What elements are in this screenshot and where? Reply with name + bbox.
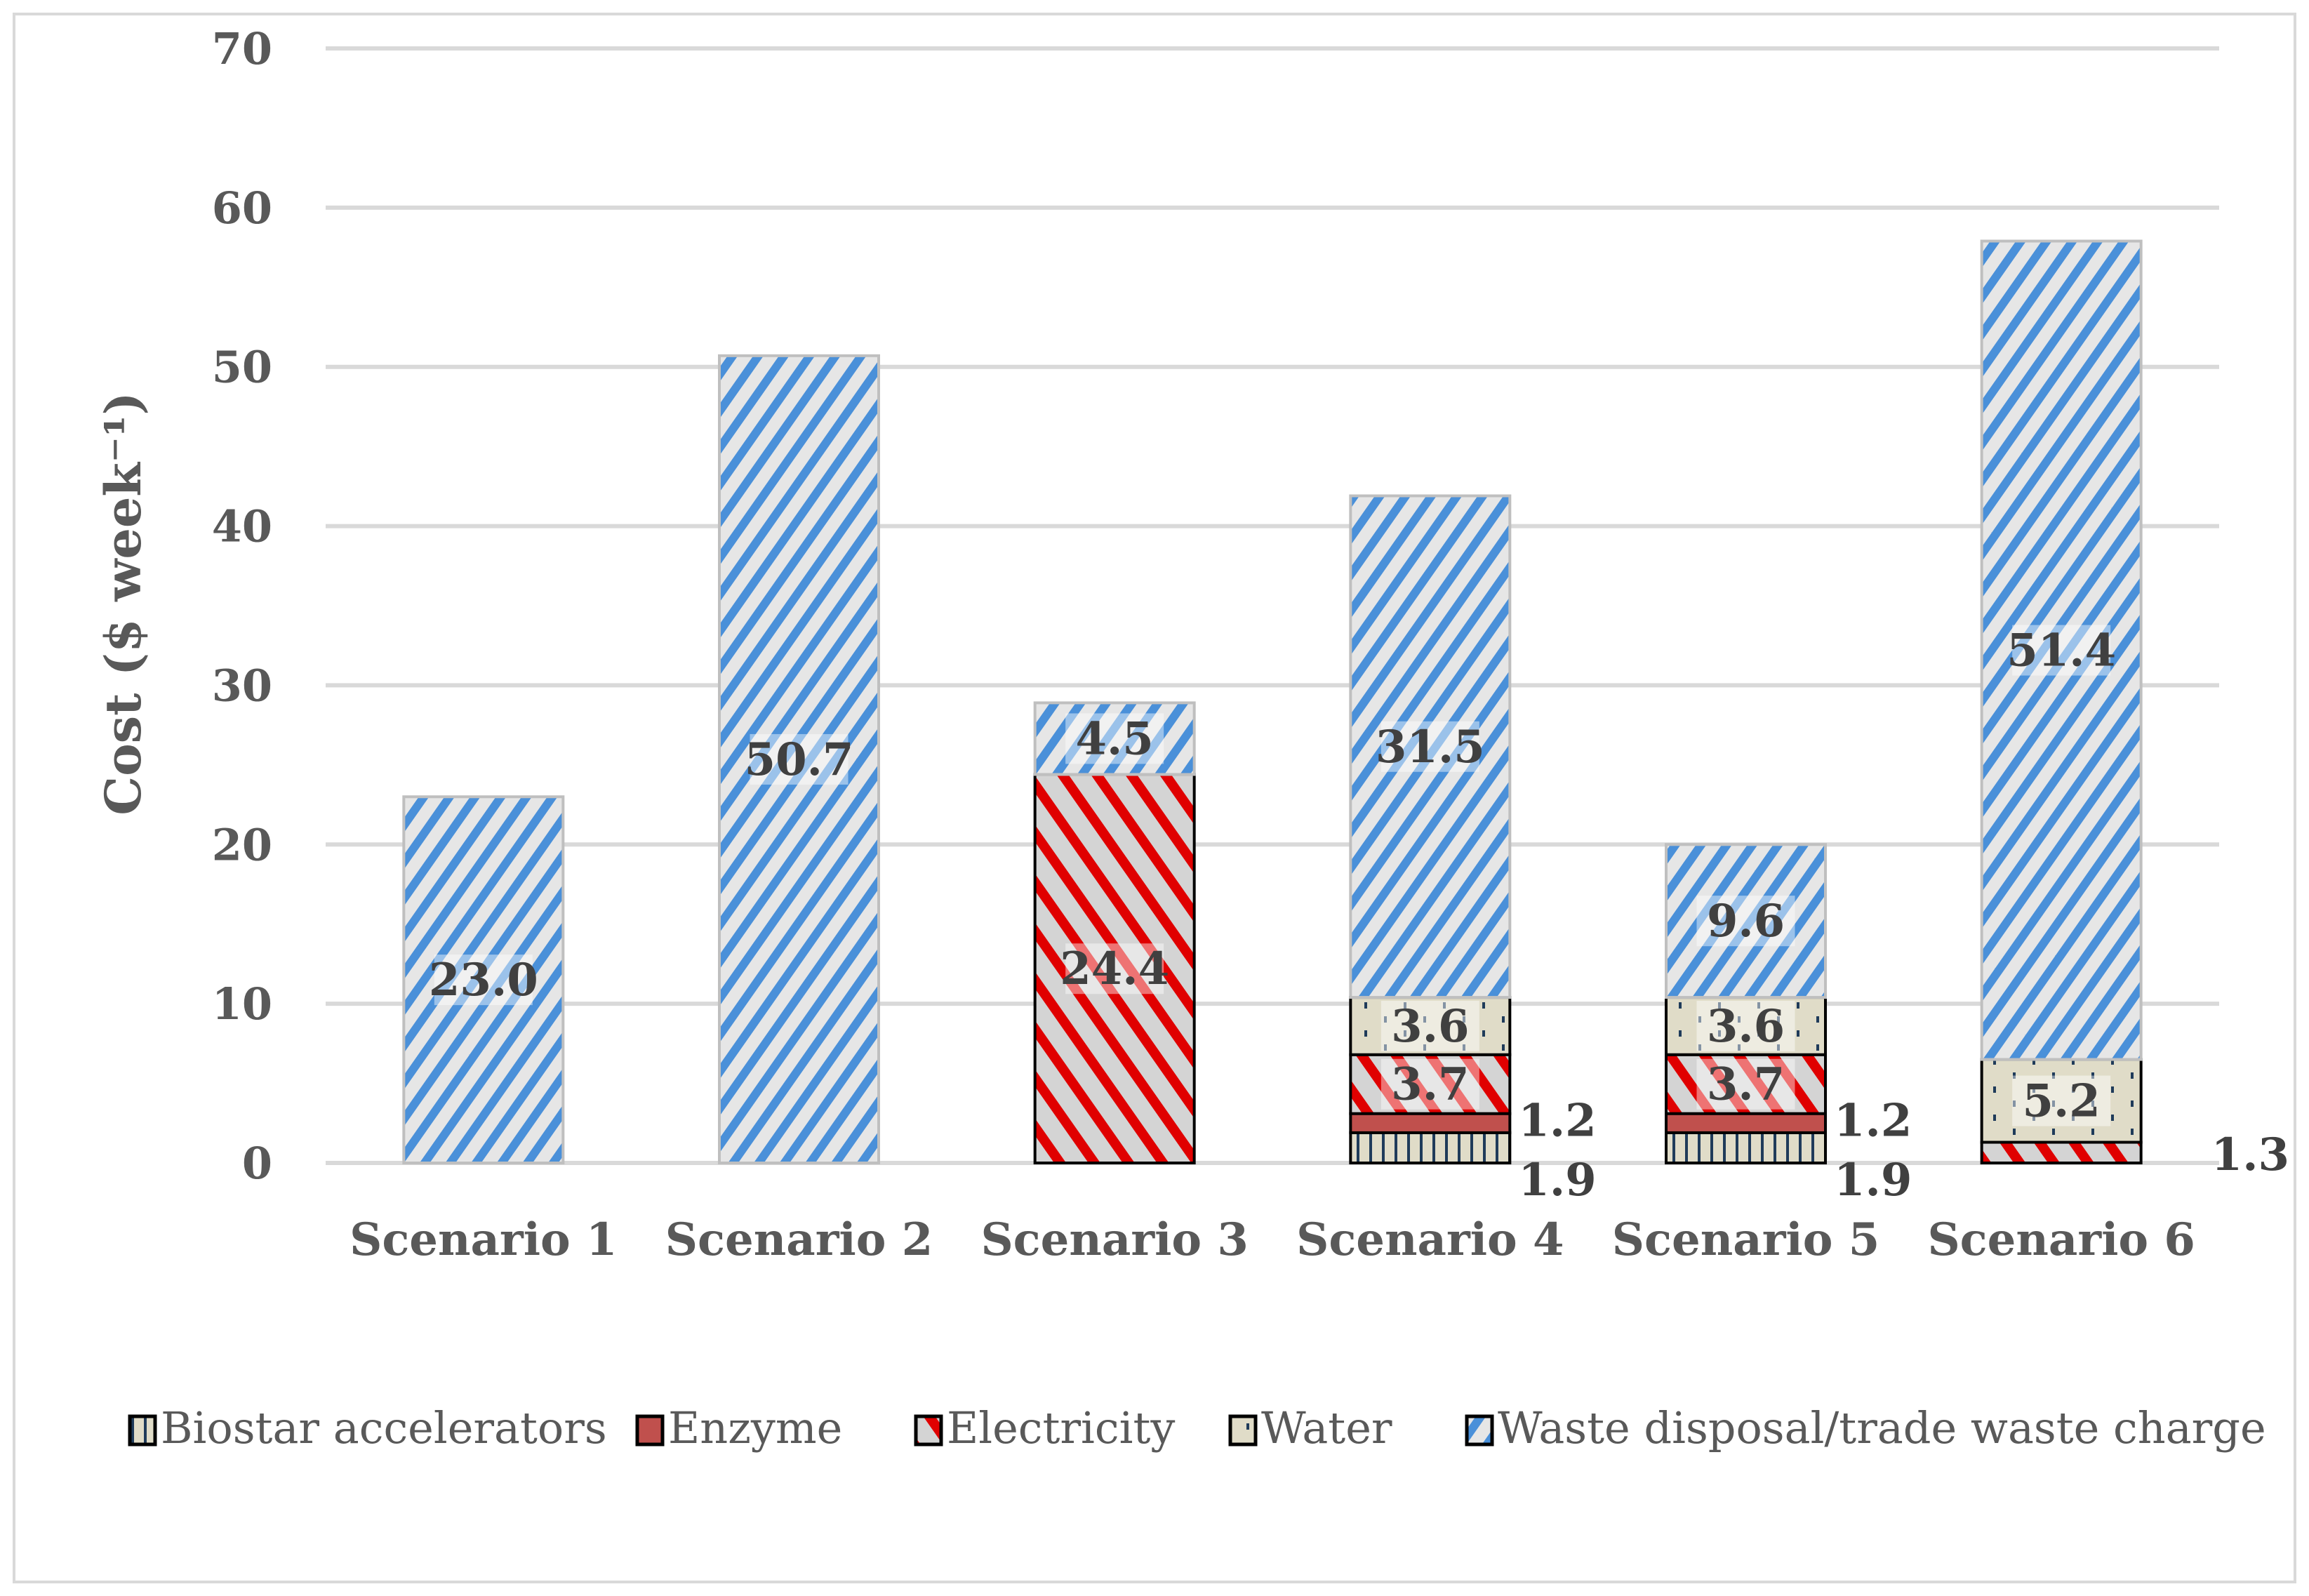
data-label: 1.9 <box>1518 1154 1596 1206</box>
data-label: 3.7 <box>1707 1058 1785 1111</box>
bar-segment <box>1349 1131 1512 1164</box>
data-label-background <box>2012 1075 2111 1126</box>
y-tick-label: 30 <box>212 660 272 711</box>
data-label-background <box>1696 1058 1795 1110</box>
data-label: 31.5 <box>1376 721 1485 773</box>
data-label: 9.6 <box>1707 895 1785 947</box>
data-label: 1.3 <box>2211 1129 2289 1181</box>
data-label: 3.6 <box>1707 1000 1785 1053</box>
data-label-background <box>1380 1058 1479 1110</box>
data-label: 50.7 <box>745 733 854 786</box>
legend: Biostar accelerators Enzyme Electricity Wat… <box>128 1402 2266 1454</box>
y-tick-label: 60 <box>212 182 272 234</box>
legend-swatch <box>128 1414 157 1447</box>
legend-swatch <box>635 1414 665 1447</box>
bar-segment <box>1033 773 1196 1165</box>
x-tick-label: Scenario 1 <box>350 1213 617 1266</box>
data-label: 1.2 <box>1834 1094 1912 1147</box>
data-label: 3.7 <box>1391 1058 1469 1111</box>
x-tick-label: Scenario 6 <box>1927 1213 2195 1266</box>
bar-segment <box>1665 843 1827 999</box>
x-tick-label: Scenario 5 <box>1612 1213 1879 1266</box>
bar-segment <box>718 354 880 1165</box>
legend-label: Biostar accelerators <box>161 1402 607 1454</box>
data-label-background <box>750 733 849 785</box>
bar-segment <box>1033 701 1196 776</box>
y-tick-label: 0 <box>242 1138 272 1189</box>
y-tick-label: 50 <box>212 342 272 393</box>
y-tick-label: 10 <box>212 978 272 1030</box>
data-label: 3.6 <box>1391 1000 1469 1053</box>
y-axis-title: Cost ($ week⁻¹) <box>94 392 152 815</box>
data-label-background <box>1380 721 1479 772</box>
legend-swatch <box>1465 1414 1494 1447</box>
legend-swatch <box>1228 1414 1258 1447</box>
data-label: 51.4 <box>2007 625 2116 677</box>
data-label-background <box>434 955 533 1006</box>
data-label-background <box>1696 1000 1795 1051</box>
y-tick-label: 70 <box>212 23 272 74</box>
legend-swatch <box>914 1414 943 1447</box>
data-label-background <box>1380 1000 1479 1051</box>
bar-segment <box>1980 239 2143 1061</box>
data-label-background <box>1696 896 1795 947</box>
x-tick-label: Scenario 3 <box>980 1213 1248 1266</box>
legend-label: Waste disposal/trade waste charge <box>1498 1402 2266 1454</box>
data-label: 23.0 <box>429 954 538 1006</box>
bar-segment <box>1665 1112 1827 1134</box>
x-tick-label: Scenario 2 <box>665 1213 933 1266</box>
bar-segment <box>1665 1131 1827 1164</box>
bar-segment <box>1980 1141 2143 1164</box>
data-label: 24.4 <box>1060 943 1169 995</box>
data-label-background <box>1065 943 1164 995</box>
data-label: 1.9 <box>1834 1154 1912 1206</box>
legend-label: Water <box>1261 1402 1392 1454</box>
bar-segment <box>1665 996 1827 1056</box>
bar-segment <box>1665 1053 1827 1115</box>
legend-label: Enzyme <box>668 1402 842 1454</box>
bar-segment <box>402 795 565 1164</box>
bar-segment <box>1349 1112 1512 1134</box>
data-label-background <box>1065 713 1164 764</box>
legend-label: Electricity <box>947 1402 1175 1454</box>
y-tick-label: 40 <box>212 501 272 552</box>
data-label-background <box>2012 625 2111 676</box>
bar-segment <box>1980 1058 2143 1144</box>
x-tick-label: Scenario 4 <box>1296 1213 1564 1266</box>
bar-segment <box>1349 494 1512 999</box>
data-label: 4.5 <box>1075 712 1153 765</box>
data-label: 1.2 <box>1518 1094 1596 1147</box>
data-label: 5.2 <box>2022 1075 2100 1128</box>
y-tick-label: 20 <box>212 819 272 870</box>
